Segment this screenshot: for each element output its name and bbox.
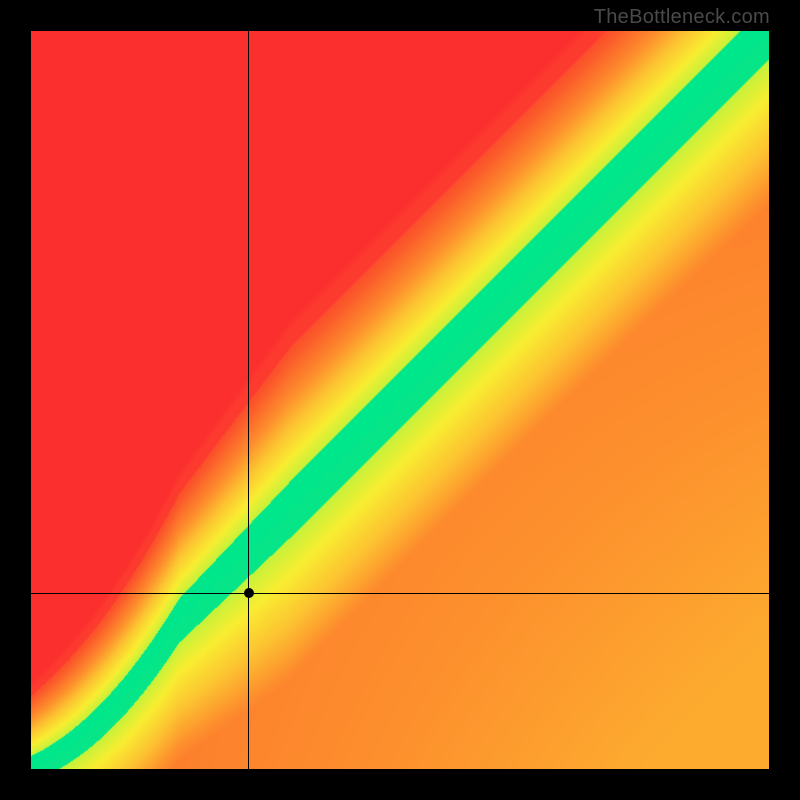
crosshair-vertical (248, 31, 249, 769)
watermark-text: TheBottleneck.com (594, 6, 770, 29)
bottleneck-heatmap (31, 31, 769, 769)
crosshair-horizontal (31, 593, 769, 594)
